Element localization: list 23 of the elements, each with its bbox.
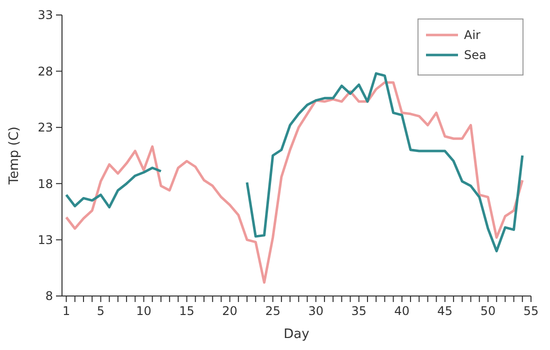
y-tick-label: 23 xyxy=(38,120,53,135)
x-tick-label: 55 xyxy=(523,304,539,318)
x-tick-label: 40 xyxy=(394,304,410,318)
line-series xyxy=(65,81,524,284)
x-tick-label: 5 xyxy=(96,304,105,318)
x-tick-label: 10 xyxy=(136,304,152,318)
y-tick-label: 28 xyxy=(38,64,53,78)
x-axis-title: Day xyxy=(284,327,310,342)
y-tick-label: 18 xyxy=(38,176,53,191)
y-axis-title: Temp (C) xyxy=(7,126,22,186)
y-tick-label: 8 xyxy=(45,289,53,304)
x-tick-label: 1 xyxy=(62,304,70,318)
y-tick-label: 33 xyxy=(38,8,53,22)
x-tick-label: 15 xyxy=(179,304,194,318)
x-tick-label: 35 xyxy=(351,304,367,318)
legend-label: Sea xyxy=(464,48,486,62)
y-tick-label: 13 xyxy=(38,233,53,247)
x-tick-label: 20 xyxy=(222,304,238,318)
x-tick-label: 25 xyxy=(265,304,280,318)
x-tick-label: 45 xyxy=(437,304,453,318)
legend-label: Air xyxy=(464,28,481,42)
x-tick-label: 30 xyxy=(308,304,324,318)
x-tick-label: 50 xyxy=(480,304,496,318)
